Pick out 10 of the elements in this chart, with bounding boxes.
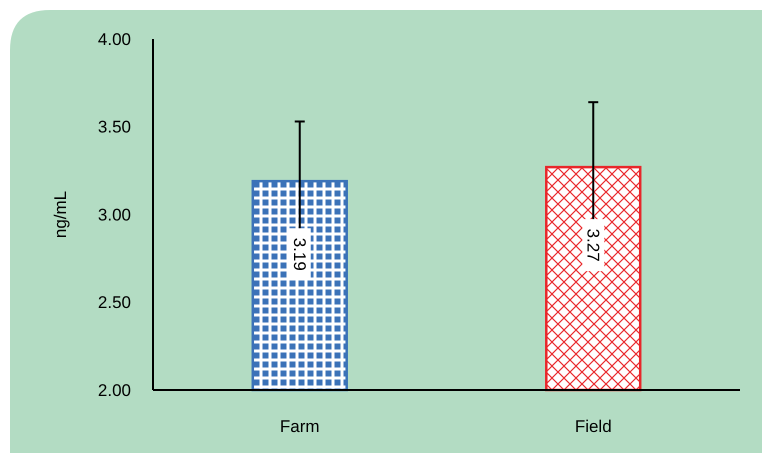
y-tick-label: 4.00 xyxy=(98,30,131,49)
x-tick-label: Field xyxy=(574,417,612,436)
y-tick-label: 2.00 xyxy=(98,380,131,400)
y-tick-label: 3.50 xyxy=(98,118,131,137)
data-label: 3.19 xyxy=(290,238,309,271)
y-tick-label: 3.00 xyxy=(98,205,131,224)
data-label: 3.27 xyxy=(583,228,602,262)
y-tick-label: 2.50 xyxy=(98,293,131,312)
y-axis-title: ng/mL xyxy=(51,190,70,238)
x-tick-label: Farm xyxy=(280,417,320,436)
